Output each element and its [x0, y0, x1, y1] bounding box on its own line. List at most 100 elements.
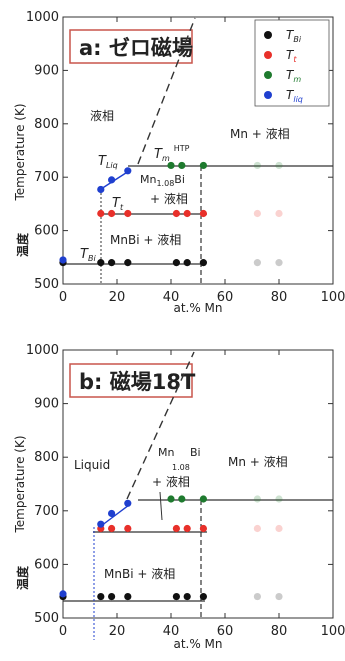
- panel-a-point-t-t: [253, 209, 261, 218]
- panel-b-xtick-label: 20: [109, 624, 126, 639]
- panel-a-tm-sub: m: [162, 154, 170, 163]
- panel-b-point-t-liq: [124, 499, 132, 507]
- panel-a-tt-sym: T: [112, 196, 121, 211]
- panel-b-point-t-liq: [97, 520, 105, 528]
- panel-a-point-t-m: [167, 161, 175, 170]
- legend-label-m: Tm: [286, 68, 301, 84]
- legend-subscript: Bi: [293, 35, 301, 44]
- panel-b-point-t-bi: [253, 592, 261, 601]
- legend-symbol: T: [286, 28, 295, 42]
- panel-a-liquidus-dashed: [137, 17, 196, 165]
- panel-a-ylabel-ja: 温度: [15, 232, 30, 257]
- panel-b-ytick-label: 700: [34, 504, 59, 519]
- panel-a-point-t-liq: [59, 256, 67, 264]
- panel-a-plot-frame: [62, 16, 334, 285]
- panel-b-point-t-t: [199, 524, 207, 533]
- panel-b-xtick-label: 0: [59, 624, 67, 639]
- panel-b-xtick-label: 60: [217, 624, 234, 639]
- panel-b-point-t-t: [124, 524, 132, 533]
- panel-a-point-t-m: [275, 161, 283, 170]
- panel-a-point-t-t: [124, 209, 132, 218]
- panel-b-liquidus-dashed: [126, 351, 195, 500]
- legend-label-t: Tt: [286, 48, 297, 64]
- panel-a-xtick-label: 40: [163, 290, 180, 305]
- legend-label-bi: TBi: [286, 28, 302, 44]
- panel-b-point-t-bi: [172, 592, 180, 601]
- panel-a-xtick-label: 60: [217, 290, 234, 305]
- panel-a-point-t-t: [172, 209, 180, 218]
- panel-a-mn108bi-b: Bi: [174, 173, 185, 186]
- legend-subscript: liq: [293, 95, 303, 104]
- legend-marker-bi: [264, 31, 272, 39]
- panel-a-ytick-label: 800: [34, 117, 59, 132]
- panel-b-mn108bi-b: Bi: [190, 446, 201, 459]
- panel-a-tliq-label: TLiq: [98, 154, 118, 170]
- panel-a-tm-sup: HTP: [174, 144, 190, 153]
- panel-a-mnbi-plus-liquid: MnBi + 液相: [110, 232, 181, 247]
- panel-a-point-t-bi: [199, 259, 207, 267]
- panel-a-tbi-sym: T: [80, 247, 89, 262]
- panel-a-point-t-t: [97, 209, 105, 218]
- panel-a-title: a: ゼロ磁場: [79, 36, 193, 60]
- legend-symbol: T: [286, 48, 295, 62]
- panel-b-point-t-bi: [97, 592, 105, 601]
- panel-a-point-t-liq: [97, 185, 105, 194]
- panel-a-tliq-sym: T: [98, 154, 107, 169]
- panel-a-point-t-t: [108, 209, 116, 218]
- panel-a: 0 20 40 60 80 100 500 600 700 800 900 1000 Temperat…: [13, 10, 345, 315]
- panel-b-plus-liquid: + 液相: [152, 474, 190, 489]
- legend-subscript: t: [293, 55, 297, 64]
- legend-symbol: T: [286, 68, 295, 82]
- panel-a-tm-sym: T: [154, 147, 163, 162]
- panel-b-ytick-label: 1000: [26, 343, 59, 358]
- panel-a-ytick-label: 1000: [26, 10, 59, 25]
- panel-a-xtick-label: 20: [109, 290, 126, 305]
- panel-a-xlabel: at.% Mn: [173, 301, 222, 315]
- panel-b-title-box: [69, 363, 193, 398]
- panel-a-point-t-bi: [253, 259, 261, 267]
- panel-b-ylabel-ja: 温度: [15, 565, 30, 590]
- panel-b-point-t-m: [275, 495, 283, 503]
- legend-label-liq: Tliq: [286, 88, 303, 104]
- panel-b-ytick-label: 600: [34, 557, 59, 572]
- panel-a-point-t-bi: [275, 259, 283, 267]
- panel-b-ytick-label: 800: [34, 450, 59, 465]
- panel-b-mn108bi-a: Mn: [158, 446, 174, 459]
- panel-a-point-t-bi: [108, 259, 116, 267]
- panel-b-liquid-label: Liquid: [74, 458, 110, 472]
- panel-b-point-t-m: [199, 495, 207, 503]
- panel-b-point-t-m: [167, 495, 175, 503]
- panel-a-point-t-bi: [172, 259, 180, 267]
- panel-a-tt-sub: t: [120, 203, 124, 212]
- legend-subscript: m: [293, 75, 301, 84]
- panel-a-ytick-label: 500: [34, 277, 59, 292]
- panel-b-point-t-t: [172, 524, 180, 533]
- panel-a-ytick-label: 700: [34, 170, 59, 185]
- panel-a-tt-plus-liquid: + 液相: [150, 191, 188, 206]
- panel-a-mn108bi-label: Mn1.08Bi: [140, 173, 185, 188]
- panel-b-point-t-t: [275, 524, 283, 533]
- panel-a-xtick-label: 100: [321, 290, 345, 305]
- panel-b-xlabel: at.% Mn: [173, 637, 222, 651]
- panel-a-tbi-sub: Bi: [88, 254, 96, 263]
- legend-marker-t: [264, 51, 272, 59]
- panel-b-point-t-t: [253, 524, 261, 533]
- panel-b-ytick-label: 500: [34, 611, 59, 626]
- panel-a-point-t-liq: [124, 167, 132, 175]
- panel-b-mn108bi-sub: 1.08: [172, 463, 190, 472]
- panel-b-point-t-bi: [275, 592, 283, 601]
- panel-b-xtick-label: 100: [321, 624, 345, 639]
- panel-a-point-t-t: [183, 209, 191, 218]
- panel-b-point-t-liq: [59, 590, 67, 598]
- panel-a-tliq-sub: Liq: [106, 161, 118, 170]
- legend-marker-liq: [264, 91, 272, 99]
- panel-a-xtick-label: 80: [271, 290, 288, 305]
- panel-a-tt-label: Tt: [112, 196, 124, 212]
- panel-a-point-t-bi: [183, 259, 191, 267]
- panel-b-point-t-bi: [124, 592, 132, 601]
- panel-a-point-t-m: [178, 161, 186, 170]
- panel-b-mnbi-plus-liquid: MnBi + 液相: [104, 566, 175, 581]
- panel-a-point-t-m: [253, 161, 261, 170]
- panel-a-point-t-bi: [97, 259, 105, 267]
- panel-a-tm-label: Tm HTP: [154, 144, 190, 163]
